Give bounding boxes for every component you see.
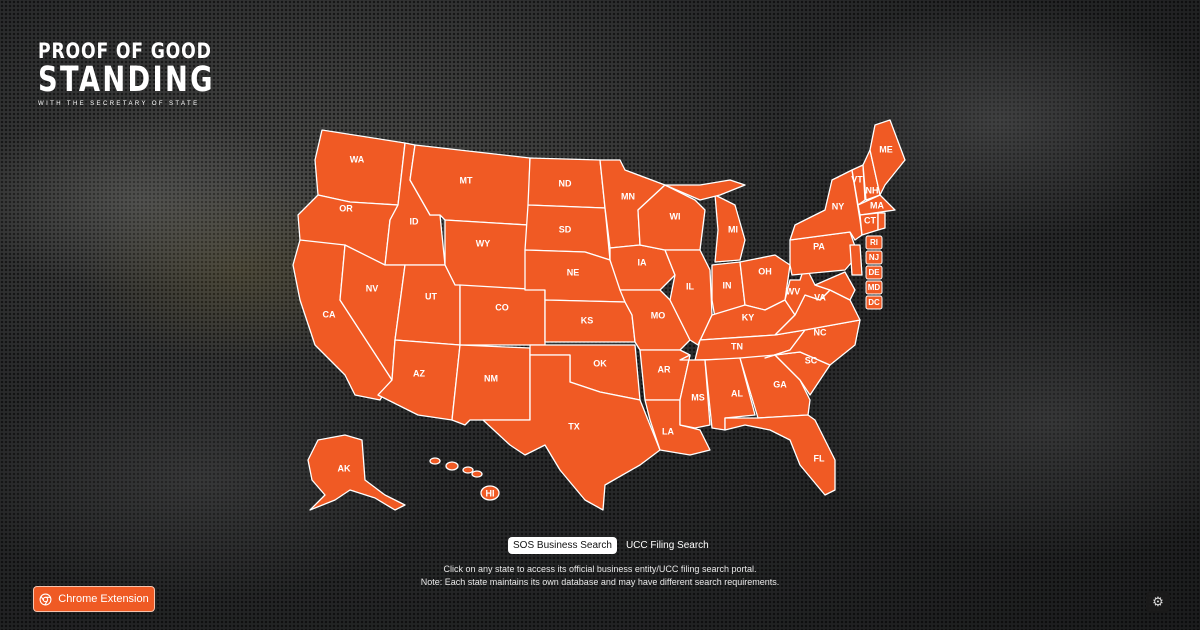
state-hi-island[interactable] — [480, 485, 500, 501]
state-ut[interactable] — [394, 264, 461, 346]
state-hi-island[interactable] — [471, 470, 483, 478]
state-button-nj[interactable]: NJ — [865, 250, 883, 265]
state-vt[interactable] — [851, 164, 866, 206]
tab-ucc-filing-search[interactable]: UCC Filing Search — [625, 540, 709, 551]
note-text: Note: Each state maintains its own datab… — [420, 577, 780, 587]
chrome-icon — [39, 593, 52, 605]
state-ct[interactable] — [859, 212, 879, 236]
search-type-tabs: SOS Business Search UCC Filing Search — [508, 537, 714, 554]
state-wa[interactable] — [314, 129, 406, 206]
state-nm[interactable] — [451, 344, 531, 426]
state-ri[interactable] — [877, 212, 886, 231]
state-mi[interactable] — [664, 179, 746, 201]
state-nc[interactable] — [764, 319, 861, 366]
state-wy[interactable] — [444, 219, 529, 291]
state-button-ri[interactable]: RI — [865, 235, 883, 250]
state-hi-island[interactable] — [429, 457, 441, 465]
state-ks[interactable] — [544, 299, 636, 343]
instruction-text: Click on any state to access its officia… — [443, 564, 757, 574]
chrome-extension-button[interactable]: Chrome Extension — [33, 586, 155, 612]
state-button-bg[interactable] — [865, 265, 883, 280]
state-nd[interactable] — [527, 157, 606, 209]
state-button-md[interactable]: MD — [865, 280, 883, 295]
gear-icon: ⚙ — [1152, 594, 1164, 609]
state-ma[interactable] — [857, 194, 896, 216]
state-ny[interactable] — [789, 169, 863, 241]
state-md[interactable] — [814, 271, 856, 301]
state-hi-island[interactable] — [462, 466, 474, 474]
state-mi[interactable] — [714, 194, 746, 263]
state-button-dc[interactable]: DC — [865, 295, 883, 310]
state-ak[interactable] — [307, 434, 406, 511]
logo-line-1: PROOF OF GOOD — [38, 39, 212, 63]
state-button-de[interactable]: DE — [865, 265, 883, 280]
state-fl[interactable] — [724, 414, 836, 496]
logo-line-2: STANDING — [38, 60, 215, 100]
state-nj[interactable] — [849, 244, 863, 276]
state-button-bg[interactable] — [865, 280, 883, 295]
state-tx[interactable] — [482, 354, 661, 511]
logo-tagline: WITH THE SECRETARY OF STATE — [38, 101, 200, 107]
state-button-bg[interactable] — [865, 295, 883, 310]
state-button-bg[interactable] — [865, 235, 883, 250]
state-button-bg[interactable] — [865, 250, 883, 265]
state-hi-island[interactable] — [445, 461, 459, 471]
state-co[interactable] — [459, 284, 546, 346]
settings-button[interactable]: ⚙ — [1146, 591, 1170, 613]
logo: PROOF OF GOOD STANDING WITH THE SECRETAR… — [38, 40, 265, 107]
tab-sos-business-search[interactable]: SOS Business Search — [508, 537, 617, 554]
chrome-extension-label: Chrome Extension — [58, 593, 149, 605]
